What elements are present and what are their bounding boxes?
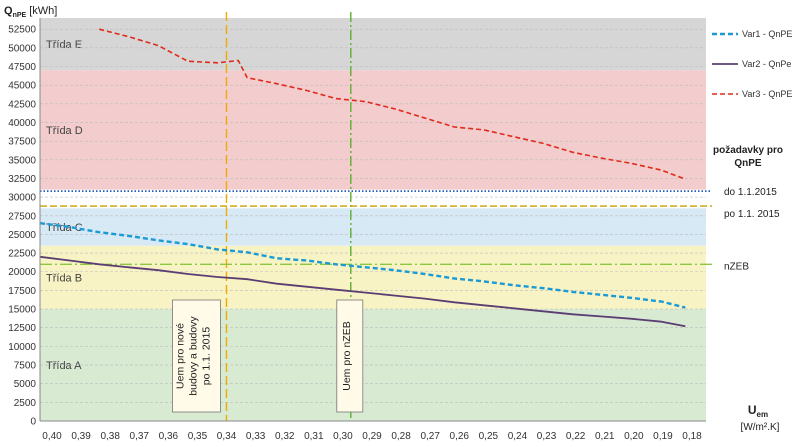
x-tick-label: 0,36 [159, 431, 179, 442]
class-band [40, 208, 706, 246]
class-label: Třída E [46, 39, 82, 51]
x-tick-label: 0,26 [450, 431, 470, 442]
y-tick-label: 50000 [8, 43, 36, 54]
x-tick-label: 0,35 [188, 431, 208, 442]
requirements-title: požadavky pro QnPE [713, 145, 783, 169]
x-tick-label: 0,19 [653, 431, 673, 442]
class-band [40, 245, 706, 310]
x-tick-label: 0,30 [333, 431, 353, 442]
x-tick-label: 0,23 [537, 431, 557, 442]
y-tick-label: 45000 [8, 81, 36, 92]
x-tick-label: 0,24 [508, 431, 528, 442]
vertical-markers: Uem pro novébudovy a budovypo 1.1. 2015 U… [172, 12, 364, 421]
x-tick-label: 0,29 [362, 431, 382, 442]
class-band [40, 70, 706, 190]
series-line-var2 [39, 255, 686, 328]
series-line-var3 [99, 28, 686, 180]
x-tick-label: 0,21 [595, 431, 615, 442]
legend-label: Var2 - QnPe [742, 59, 791, 69]
x-tick-label: 0,22 [566, 431, 586, 442]
threshold-label: do 1.1.2015 [724, 187, 777, 198]
threshold-label: po 1.1. 2015 [724, 209, 780, 220]
class-label: Třída C [46, 222, 83, 234]
legend-label: Var3 - QnPE [742, 89, 792, 99]
x-axis-title: Uem [748, 403, 768, 419]
y-tick-label: 40000 [8, 118, 36, 129]
x-tick-label: 0,28 [391, 431, 411, 442]
x-tick-label: 0,38 [100, 431, 120, 442]
legend: Var1 - QnPE Var2 - QnPe Var3 - QnPE [712, 29, 792, 99]
class-label: Třída A [46, 360, 82, 372]
y-tick-label: 15000 [8, 305, 36, 316]
x-tick-label: 0,33 [246, 431, 266, 442]
x-tick-label: 0,32 [275, 431, 295, 442]
series [39, 28, 686, 328]
class-bands: Třída A Třída B Třída C Třída D Třída E [40, 18, 706, 421]
x-tick-label: 0,34 [217, 431, 237, 442]
threshold-lines: do 1.1.2015 po 1.1. 2015 nZEB požadavky pro… [40, 145, 783, 272]
class-band [40, 18, 706, 71]
x-axis-unit: [W/m².K] [741, 422, 780, 433]
vertical-marker-label: Uem pro novébudovy a budovypo 1.1. 2015 [174, 316, 212, 396]
x-tick-label: 0,39 [71, 431, 91, 442]
x-tick-label: 0,27 [420, 431, 440, 442]
y-tick-label: 30000 [8, 193, 36, 204]
y-tick-label: 27500 [8, 211, 36, 222]
vertical-marker-box [172, 299, 221, 413]
x-tick-label: 0,31 [304, 431, 324, 442]
x-tick-label: 0,25 [479, 431, 499, 442]
y-tick-label: 47500 [8, 62, 36, 73]
x-tick-label: 0,20 [624, 431, 644, 442]
axes: 0 2500 5000 7500 10000 12500 15000 17500 20000 22… [8, 18, 706, 442]
y-tick-label: 37500 [8, 137, 36, 148]
y-tick-label: 22500 [8, 249, 36, 260]
y-tick-label: 10000 [8, 342, 36, 353]
x-tick-label: 0,40 [42, 431, 62, 442]
y-axis-title: QnPE [kWh] [4, 5, 57, 19]
y-tick-label: 0 [30, 417, 36, 428]
legend-label: Var1 - QnPE [742, 29, 792, 39]
threshold-label: nZEB [724, 261, 749, 272]
y-tick-label: 25000 [8, 230, 36, 241]
vertical-marker-box [336, 299, 364, 413]
y-tick-label: 12500 [8, 323, 36, 334]
y-tick-label: 2500 [14, 398, 37, 409]
y-tick-label: 20000 [8, 267, 36, 278]
x-tick-label: 0,37 [130, 431, 150, 442]
y-tick-label: 17500 [8, 286, 36, 297]
y-tick-label: 42500 [8, 99, 36, 110]
class-label: Třída B [46, 272, 82, 284]
axis-labels: QnPE [kWh] Uem [W/m².K] [4, 5, 780, 433]
y-tick-label: 32500 [8, 174, 36, 185]
x-tick-label: 0,18 [682, 431, 702, 442]
y-tick-label: 7500 [14, 361, 37, 372]
class-label: Třída D [46, 125, 83, 137]
y-tick-label: 5000 [14, 379, 37, 390]
vertical-marker-label: Uem pro nZEB [341, 321, 353, 390]
y-tick-label: 52500 [8, 25, 36, 36]
series-line-var1 [39, 222, 686, 309]
y-tick-label: 35000 [8, 155, 36, 166]
